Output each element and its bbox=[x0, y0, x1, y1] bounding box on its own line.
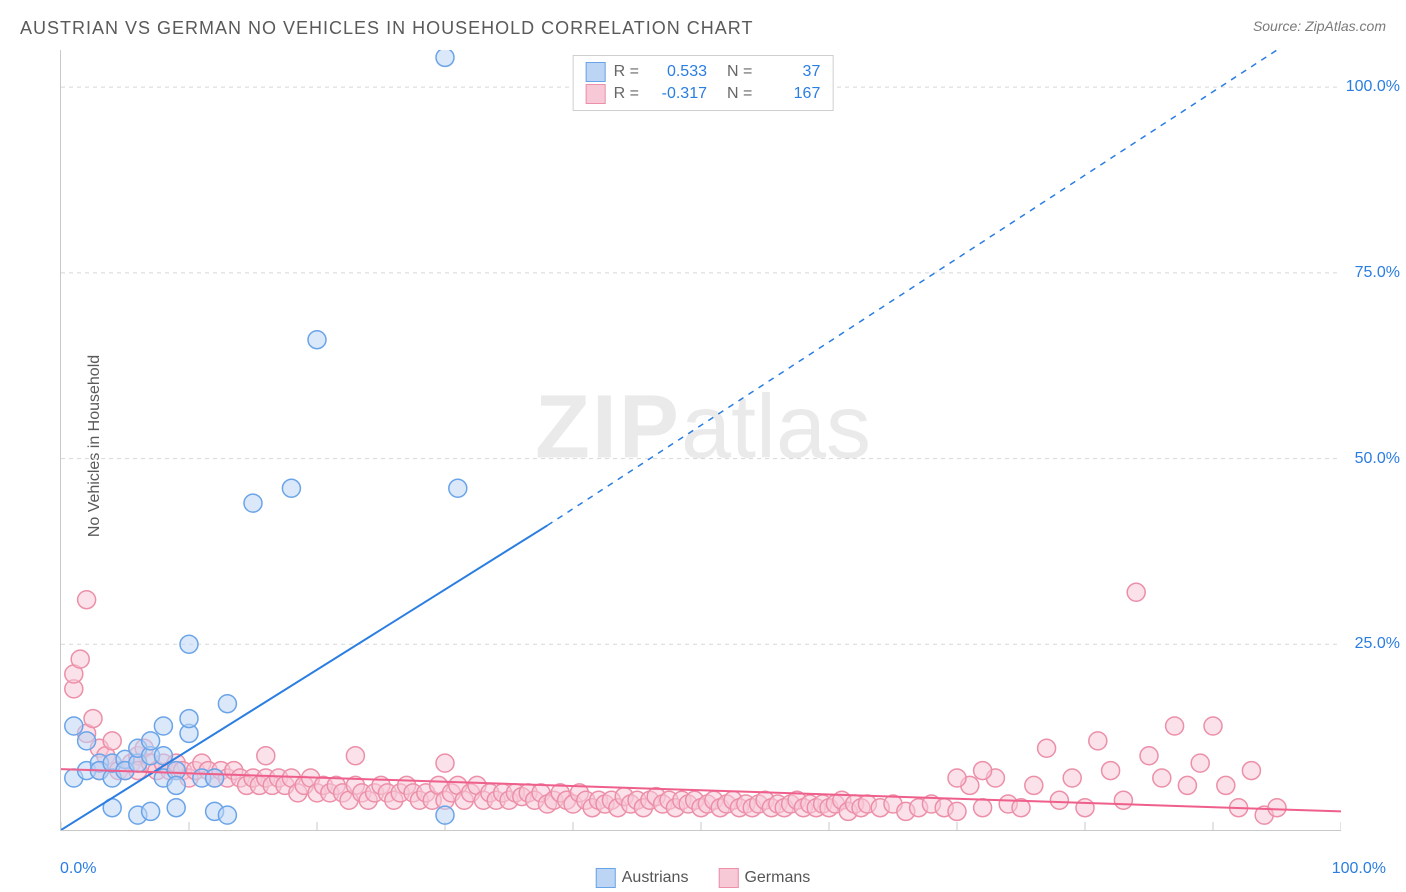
swatch-germans bbox=[586, 84, 606, 104]
r-value-germans: -0.317 bbox=[647, 85, 707, 103]
chart-svg bbox=[61, 50, 1341, 830]
r-label: R = bbox=[614, 85, 639, 103]
r-value-austrians: 0.533 bbox=[647, 63, 707, 81]
n-value-germans: 167 bbox=[760, 85, 820, 103]
stats-legend-box: R = 0.533 N = 37 R = -0.317 N = 167 bbox=[573, 55, 834, 111]
x-axis-min-label: 0.0% bbox=[60, 860, 96, 878]
stats-row-austrians: R = 0.533 N = 37 bbox=[586, 62, 821, 82]
n-label: N = bbox=[727, 63, 752, 81]
swatch-austrians bbox=[586, 62, 606, 82]
y-tick-label: 100.0% bbox=[1346, 78, 1400, 96]
y-tick-label: 25.0% bbox=[1355, 635, 1400, 653]
n-value-austrians: 37 bbox=[760, 63, 820, 81]
legend-label-germans: Germans bbox=[744, 869, 810, 886]
legend-item-germans: Germans bbox=[718, 868, 810, 888]
y-tick-label: 75.0% bbox=[1355, 264, 1400, 282]
chart-plot-area bbox=[60, 50, 1341, 831]
y-tick-label: 50.0% bbox=[1355, 450, 1400, 468]
r-label: R = bbox=[614, 63, 639, 81]
legend-label-austrians: Austrians bbox=[622, 869, 689, 886]
swatch-germans-legend bbox=[718, 868, 738, 888]
stats-row-germans: R = -0.317 N = 167 bbox=[586, 84, 821, 104]
chart-title: AUSTRIAN VS GERMAN NO VEHICLES IN HOUSEH… bbox=[20, 18, 753, 39]
legend-item-austrians: Austrians bbox=[596, 868, 689, 888]
bottom-legend: Austrians Germans bbox=[596, 868, 811, 888]
swatch-austrians-legend bbox=[596, 868, 616, 888]
x-axis-max-label: 100.0% bbox=[1332, 860, 1386, 878]
source-label: Source: ZipAtlas.com bbox=[1253, 18, 1386, 34]
n-label: N = bbox=[727, 85, 752, 103]
